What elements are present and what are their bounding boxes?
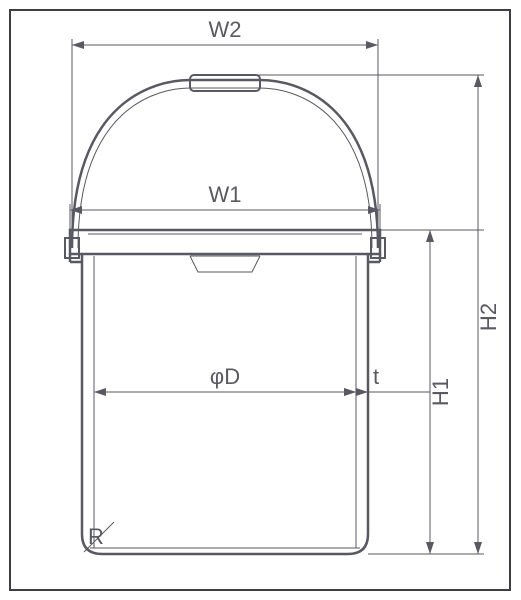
label-h1: H1	[428, 378, 453, 406]
label-r: R	[88, 524, 104, 549]
label-h2: H2	[476, 303, 501, 331]
label-w1: W1	[209, 182, 242, 207]
label-t: t	[373, 364, 379, 389]
drawing-frame	[10, 10, 510, 590]
label-phi-d: φD	[210, 364, 240, 389]
label-w2: W2	[209, 17, 242, 42]
